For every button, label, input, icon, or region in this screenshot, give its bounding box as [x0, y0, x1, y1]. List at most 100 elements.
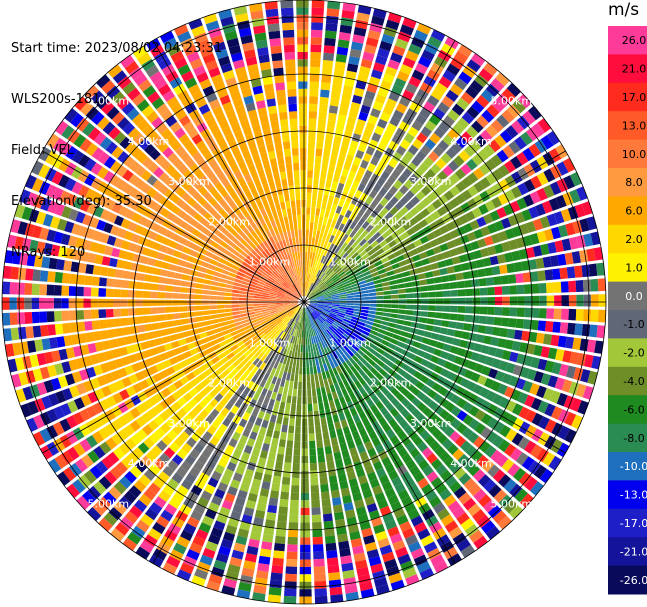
velocity-gate [421, 197, 431, 207]
velocity-gate [376, 391, 385, 400]
velocity-gate [254, 32, 267, 42]
velocity-gate [284, 305, 292, 309]
velocity-gate [388, 355, 398, 364]
velocity-gate [352, 414, 361, 424]
velocity-gate [469, 219, 480, 230]
velocity-gate [490, 78, 505, 92]
velocity-gate [214, 360, 223, 369]
velocity-gate [277, 513, 288, 522]
velocity-gate [270, 188, 278, 197]
velocity-gate [458, 492, 472, 505]
velocity-gate [472, 288, 481, 296]
velocity-gate [333, 342, 340, 350]
velocity-gate [464, 288, 473, 297]
velocity-gate [301, 273, 304, 282]
velocity-gate [175, 145, 187, 157]
velocity-gate [331, 83, 342, 92]
velocity-gate [555, 144, 568, 159]
velocity-gate [370, 563, 384, 574]
velocity-gate [350, 538, 363, 548]
velocity-gate [319, 208, 326, 217]
velocity-gate [577, 400, 589, 415]
velocity-gate [285, 334, 291, 342]
velocity-gate [98, 288, 107, 297]
velocity-gate [296, 199, 301, 208]
velocity-gate [209, 398, 219, 408]
velocity-gate [292, 214, 297, 223]
velocity-gate [128, 485, 142, 498]
velocity-gate [307, 403, 313, 412]
velocity-gate [239, 294, 247, 298]
velocity-gate [323, 45, 335, 54]
velocity-gate [366, 503, 378, 513]
velocity-gate [296, 0, 309, 8]
velocity-gate [367, 236, 376, 245]
velocity-gate [226, 461, 237, 472]
velocity-gate [84, 275, 93, 286]
velocity-gate [195, 283, 204, 289]
velocity-gate [31, 297, 40, 310]
velocity-gate [283, 263, 289, 271]
velocity-gate [290, 492, 299, 501]
velocity-gate [425, 378, 436, 388]
velocity-gate [234, 321, 243, 327]
velocity-gate [518, 472, 532, 487]
velocity-gate [159, 269, 169, 277]
velocity-gate [313, 320, 318, 328]
velocity-gate [331, 375, 338, 385]
velocity-gate [333, 265, 341, 273]
velocity-gate [276, 329, 283, 337]
velocity-gate [241, 357, 249, 366]
velocity-gate [351, 316, 360, 321]
velocity-gate [218, 282, 226, 288]
velocity-gate [274, 318, 282, 324]
velocity-gate [262, 326, 270, 333]
velocity-gate [228, 200, 237, 210]
velocity-gate [113, 318, 122, 327]
velocity-gate [240, 316, 249, 321]
velocity-gate [334, 221, 341, 230]
velocity-gate [283, 302, 291, 304]
velocity-gate [257, 280, 265, 286]
velocity-gate [192, 180, 203, 191]
velocity-gate [277, 308, 285, 312]
velocity-gate [387, 342, 397, 350]
velocity-gate [286, 395, 292, 404]
velocity-gate [396, 254, 405, 262]
velocity-gate [286, 278, 292, 286]
velocity-gate [411, 397, 422, 407]
velocity-gate [332, 304, 340, 307]
velocity-gate [486, 104, 500, 118]
velocity-gate [554, 377, 566, 391]
velocity-gate [316, 279, 323, 286]
velocity-gate [370, 343, 379, 351]
velocity-gate [186, 255, 196, 263]
velocity-gate [72, 479, 86, 494]
velocity-gate [289, 253, 294, 261]
velocity-gate [296, 329, 299, 337]
velocity-gate [214, 488, 226, 499]
velocity-gate [289, 311, 295, 318]
velocity-gate [372, 485, 383, 496]
velocity-gate [123, 196, 134, 208]
velocity-gate [302, 315, 304, 323]
velocity-gate [269, 307, 277, 311]
velocity-gate [194, 339, 203, 347]
velocity-gate [454, 168, 466, 180]
velocity-gate [282, 315, 289, 322]
velocity-gate [268, 30, 281, 40]
velocity-gate [152, 522, 166, 535]
velocity-gate [256, 138, 265, 148]
velocity-gate [212, 323, 221, 329]
velocity-gate [132, 447, 144, 459]
velocity-gate [223, 69, 235, 81]
velocity-gate [317, 297, 325, 300]
velocity-gate [581, 201, 593, 216]
velocity-gate [362, 270, 371, 277]
velocity-gate [270, 120, 280, 129]
velocity-gate [251, 524, 263, 534]
velocity-gate [405, 201, 415, 211]
velocity-gate [418, 162, 429, 173]
velocity-gate [419, 279, 428, 286]
velocity-gate [407, 126, 419, 138]
